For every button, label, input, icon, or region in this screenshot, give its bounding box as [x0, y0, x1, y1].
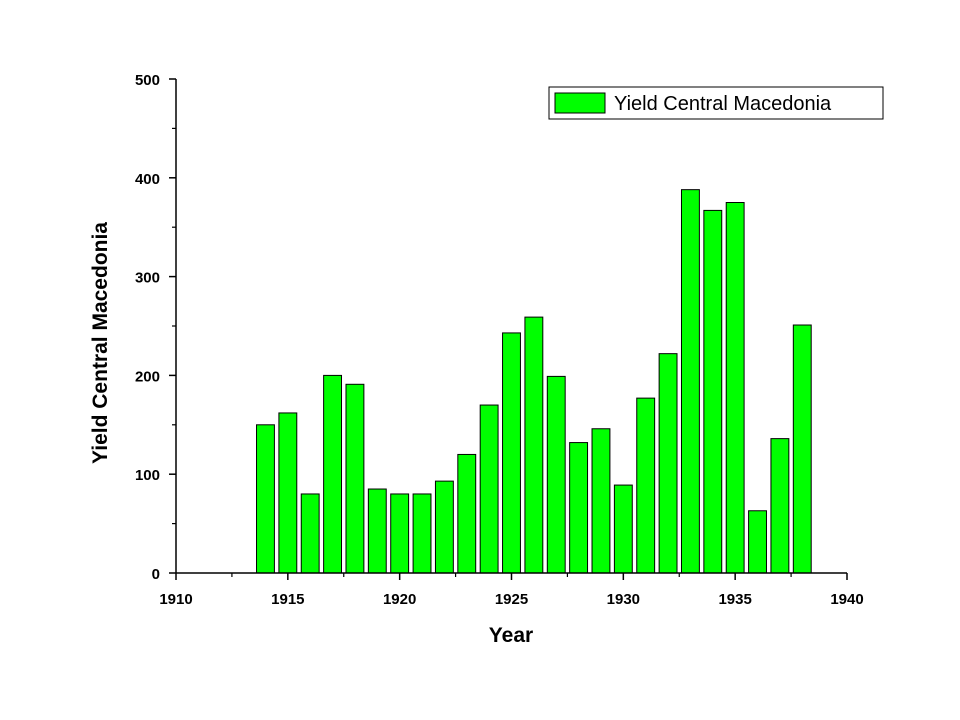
bar-1916 — [300, 493, 320, 574]
bar-1929 — [591, 428, 611, 574]
x-tick-label: 1920 — [383, 591, 416, 608]
bar-1931 — [636, 397, 656, 574]
y-tick-label: 500 — [135, 72, 160, 89]
x-tick-label: 1925 — [495, 591, 528, 608]
bar-1935 — [725, 202, 745, 574]
bar-1926 — [524, 316, 544, 574]
bars-group — [256, 189, 812, 574]
bar-1921 — [412, 493, 432, 574]
y-axis-title: Yield Central Macedonia — [89, 222, 112, 464]
bar-1914 — [256, 424, 275, 574]
ticks-group: 1910 1915 1920 1925 1930 1935 1940 0 100 200 300 40… — [135, 72, 864, 608]
y-tick-label: 300 — [135, 270, 160, 287]
x-axis-title: Year — [489, 624, 533, 647]
bar-1924 — [479, 404, 499, 574]
bar-1927 — [546, 375, 566, 574]
x-tick-label: 1930 — [607, 591, 640, 608]
bar-1915 — [278, 412, 298, 574]
bar-1919 — [367, 488, 387, 574]
bar-1923 — [457, 453, 477, 574]
y-tick-label: 200 — [135, 368, 160, 385]
x-tick-label: 1935 — [718, 591, 751, 608]
bar-1932 — [658, 353, 678, 574]
legend: Yield Central Macedonia — [548, 86, 884, 120]
x-tick-label: 1910 — [159, 591, 192, 608]
bar-1928 — [569, 442, 589, 574]
bar-1922 — [434, 480, 454, 574]
bar-1918 — [345, 383, 365, 574]
x-tick-label: 1940 — [830, 591, 863, 608]
bar-1933 — [680, 189, 700, 574]
bar-1930 — [613, 484, 633, 574]
y-tick-label: 100 — [135, 467, 160, 484]
bar-1917 — [323, 374, 343, 574]
bar-1920 — [390, 493, 410, 574]
bar-1937 — [770, 438, 790, 574]
y-tick-label: 0 — [152, 566, 160, 583]
bar-1934 — [703, 209, 723, 574]
legend-label: Yield Central Macedonia — [614, 93, 832, 115]
y-tick-label: 400 — [135, 171, 160, 188]
bar-1938 — [792, 324, 812, 574]
bar-1936 — [748, 510, 767, 574]
bar-1925 — [502, 332, 521, 574]
x-tick-label: 1915 — [271, 591, 304, 608]
legend-swatch — [554, 92, 606, 114]
